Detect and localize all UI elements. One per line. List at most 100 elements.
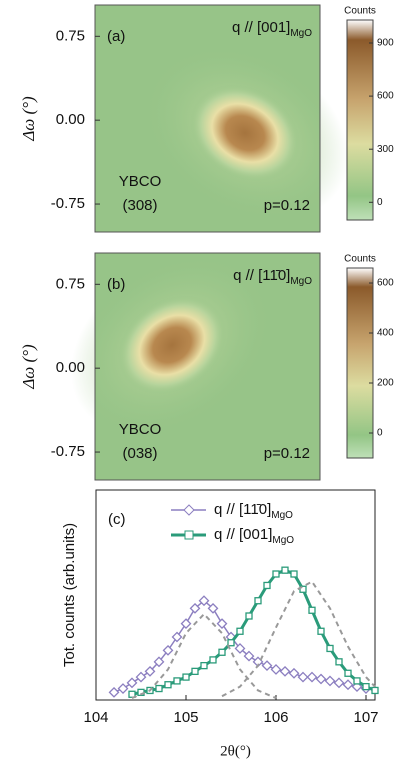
data-point: [254, 597, 262, 605]
data-point: [344, 669, 352, 677]
data-point: [198, 595, 210, 607]
y-tick-label: -0.75: [51, 443, 85, 460]
y-tick-label: 0.75: [56, 27, 85, 44]
legend-label: q // [11̄0]MgO: [214, 501, 293, 521]
data-point: [126, 677, 138, 689]
legend-label: q // [001]MgO: [214, 526, 294, 546]
annotation-sub: MgO: [290, 276, 312, 287]
data-point: [353, 677, 361, 685]
y-axis-label: Δω (°): [19, 96, 38, 142]
data-point: [270, 664, 282, 675]
data-point: [326, 644, 334, 653]
colorbar-tick-label: 0: [377, 428, 383, 439]
colorbar: [346, 19, 374, 221]
data-point: [324, 675, 336, 687]
panel-label: (a): [107, 28, 125, 45]
data-point: [216, 618, 228, 630]
data-point: [234, 643, 246, 654]
data-point: [297, 671, 309, 683]
data-point: [189, 602, 201, 614]
data-point: [108, 686, 120, 698]
data-point: [182, 673, 190, 681]
colorbar-tick-label: 300: [377, 144, 394, 155]
data-point: [317, 627, 325, 635]
colorbar-tick-label: 0: [377, 197, 383, 208]
data-point: [236, 627, 244, 635]
data-point: [155, 684, 163, 693]
series-line: [221, 580, 376, 698]
data-point: [117, 683, 129, 694]
x-tick-label: 104: [83, 709, 108, 726]
doping-label: p=0.12: [264, 445, 310, 462]
data-point: [263, 581, 271, 590]
data-point: [200, 661, 208, 670]
data-point: [281, 566, 289, 574]
annotation-main: q // [001]: [232, 19, 290, 36]
y-tick-label: 0.00: [56, 359, 85, 376]
annotation: q // [11̄0]MgO: [233, 267, 312, 287]
heatmap-peak: [189, 84, 301, 182]
data-point: [371, 686, 379, 695]
data-point: [171, 631, 183, 643]
plot-frame: [95, 489, 376, 701]
data-point: [261, 660, 273, 672]
data-point: [153, 656, 165, 668]
y-axis-label: Δω (°): [19, 344, 38, 390]
y-tick-label: -0.75: [51, 195, 85, 212]
annotation: q // [001]MgO: [232, 19, 312, 39]
sample-label: YBCO: [119, 421, 162, 438]
reflection-label: (038): [122, 445, 157, 462]
data-point: [144, 665, 156, 677]
plot-frame: [94, 4, 321, 233]
x-axis-label: 2θ(°): [220, 743, 251, 759]
data-point: [207, 602, 219, 614]
legend-marker: [183, 504, 195, 516]
legend-label-main: q // [001]: [214, 526, 272, 543]
data-point: [180, 618, 192, 630]
x-tick-label: 106: [263, 709, 288, 726]
data-point: [135, 671, 147, 683]
series-line: [131, 612, 277, 700]
panel-label: (c): [108, 511, 126, 528]
data-point: [290, 570, 298, 578]
data-point: [335, 658, 343, 666]
data-point: [288, 667, 300, 679]
data-point: [209, 656, 217, 664]
data-point: [227, 639, 235, 647]
data-point: [351, 681, 363, 693]
panel-label: (b): [107, 276, 125, 293]
data-point: [299, 585, 307, 593]
data-point: [162, 644, 174, 656]
legend-marker: [184, 530, 194, 540]
legend-label-sub: MgO: [271, 510, 293, 521]
sample-label: YBCO: [119, 173, 162, 190]
colorbar: [346, 267, 374, 459]
legend-label-main: q // [11̄0]: [214, 501, 271, 518]
colorbar-label: Counts: [344, 6, 376, 17]
data-point: [272, 570, 280, 578]
colorbar-tick-label: 400: [377, 328, 394, 339]
x-tick-label: 107: [353, 709, 378, 726]
heatmap-peak: [117, 295, 227, 395]
series-line: [131, 568, 376, 696]
data-point: [342, 679, 354, 691]
annotation-sub: MgO: [290, 28, 312, 39]
plot-frame: [94, 252, 321, 481]
doping-label: p=0.12: [264, 197, 310, 214]
data-point: [191, 667, 199, 676]
data-point: [315, 673, 327, 685]
data-point: [306, 671, 318, 683]
data-point: [245, 612, 253, 620]
data-point: [362, 682, 370, 691]
legend-label-sub: MgO: [272, 535, 294, 546]
data-point: [243, 650, 255, 662]
y-tick-label: 0.75: [56, 275, 85, 292]
data-point: [308, 606, 316, 614]
annotation-main: q // [11̄0]: [233, 267, 290, 284]
data-point: [333, 677, 345, 689]
reflection-label: (308): [122, 197, 157, 214]
y-axis-label: Tot. counts (arb.units): [61, 523, 78, 667]
colorbar-tick-label: 600: [377, 278, 394, 289]
colorbar-tick-label: 600: [377, 91, 394, 102]
